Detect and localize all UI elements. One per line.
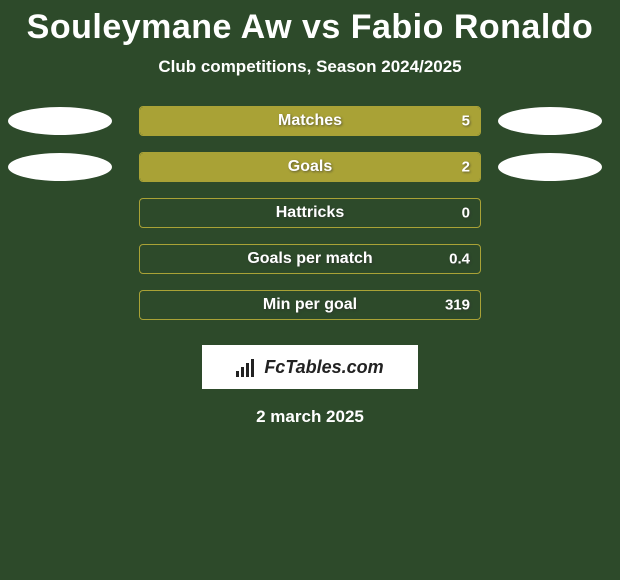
stat-value: 0.4: [449, 251, 470, 268]
stat-row: Matches5: [0, 105, 620, 137]
page-subtitle: Club competitions, Season 2024/2025: [158, 57, 461, 77]
stat-label: Goals per match: [140, 250, 480, 268]
right-ellipse: [498, 153, 602, 181]
stat-bar: Min per goal319: [139, 290, 481, 320]
stat-value: 0: [462, 205, 470, 222]
stat-row: Goals per match0.4: [0, 243, 620, 275]
brand-badge[interactable]: FcTables.com: [202, 345, 418, 389]
stat-label: Hattricks: [140, 204, 480, 222]
left-ellipse: [8, 107, 112, 135]
stat-bar-fill: [140, 107, 480, 135]
date-label: 2 march 2025: [256, 407, 364, 427]
bar-chart-icon: [236, 357, 260, 377]
stat-bar: Matches5: [139, 106, 481, 136]
stat-value: 319: [445, 297, 470, 314]
stat-bar: Goals2: [139, 152, 481, 182]
stat-bar: Goals per match0.4: [139, 244, 481, 274]
comparison-card: Souleymane Aw vs Fabio Ronaldo Club comp…: [0, 0, 620, 427]
stat-row: Goals2: [0, 151, 620, 183]
right-ellipse: [498, 107, 602, 135]
brand-text: FcTables.com: [264, 357, 383, 378]
page-title: Souleymane Aw vs Fabio Ronaldo: [27, 8, 594, 47]
stats-list: Matches5Goals2Hattricks0Goals per match0…: [0, 105, 620, 335]
stat-row: Hattricks0: [0, 197, 620, 229]
stat-row: Min per goal319: [0, 289, 620, 321]
stat-label: Min per goal: [140, 296, 480, 314]
stat-bar: Hattricks0: [139, 198, 481, 228]
left-ellipse: [8, 153, 112, 181]
stat-bar-fill: [140, 153, 480, 181]
